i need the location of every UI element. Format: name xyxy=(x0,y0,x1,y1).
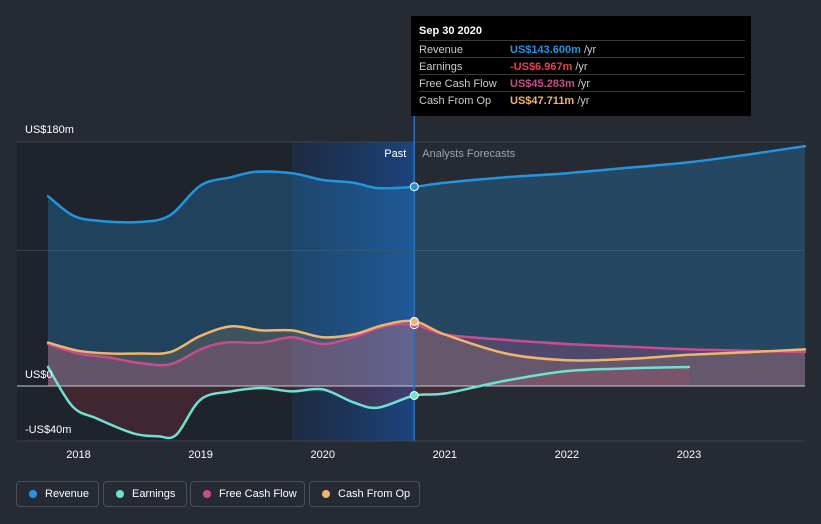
legend-item-free-cash-flow[interactable]: Free Cash Flow xyxy=(190,481,305,507)
tooltip-row-earnings: Earnings -US$6.967m/yr xyxy=(419,57,745,75)
x-tick-label: 2021 xyxy=(433,449,457,461)
legend-label: Revenue xyxy=(45,488,90,500)
legend-item-revenue[interactable]: Revenue xyxy=(16,481,99,507)
tooltip-date: Sep 30 2020 xyxy=(419,25,482,37)
legend-dot-icon xyxy=(116,490,124,498)
past-label: Past xyxy=(384,148,406,160)
area-earnings xyxy=(48,367,689,438)
series-line-revenue xyxy=(46,144,807,224)
legend-dot-icon xyxy=(203,490,211,498)
tooltip-value: US$47.711m/yr xyxy=(510,95,590,107)
legend-dot-icon xyxy=(29,490,37,498)
x-axis: 2018 2019 2020 2021 2022 2023 xyxy=(66,449,701,461)
tooltip-value: US$143.600m/yr xyxy=(510,44,597,56)
tooltip-row-cash-from-op: Cash From Op US$47.711m/yr xyxy=(419,91,745,109)
x-tick-label: 2023 xyxy=(677,449,701,461)
series-line-free-cash-flow xyxy=(46,322,807,367)
tooltip-row-revenue: Revenue US$143.600m/yr xyxy=(419,40,745,58)
tooltip-row-free-cash-flow: Free Cash Flow US$45.283m/yr xyxy=(419,74,745,92)
tooltip: Sep 30 2020 Revenue US$143.600m/yr Earni… xyxy=(411,16,751,116)
hover-markers xyxy=(409,182,419,400)
x-tick-label: 2022 xyxy=(555,449,579,461)
y-tick-label: US$180m xyxy=(25,124,74,136)
tooltip-value: -US$6.967m/yr xyxy=(510,61,588,73)
legend-label: Free Cash Flow xyxy=(219,488,297,500)
marker-earnings xyxy=(409,390,419,400)
marker-revenue xyxy=(409,182,419,192)
legend-item-cash-from-op[interactable]: Cash From Op xyxy=(309,481,420,507)
forecast-label: Analysts Forecasts xyxy=(422,148,515,160)
legend-item-earnings[interactable]: Earnings xyxy=(103,481,187,507)
hover-highlight-band xyxy=(292,142,415,441)
tooltip-value: US$45.283m/yr xyxy=(510,78,591,90)
legend-label: Cash From Op xyxy=(338,488,411,500)
tooltip-label: Revenue xyxy=(419,44,464,56)
x-tick-label: 2020 xyxy=(310,449,334,461)
y-tick-label: -US$40m xyxy=(25,424,71,436)
area-free-cash-flow xyxy=(48,324,805,386)
series-lines xyxy=(46,144,807,440)
legend-dot-icon xyxy=(322,490,330,498)
series-line-earnings xyxy=(46,365,691,440)
legend-label: Earnings xyxy=(132,488,176,500)
tooltip-label: Cash From Op xyxy=(419,95,492,107)
tooltip-label: Free Cash Flow xyxy=(419,78,497,90)
x-tick-label: 2019 xyxy=(188,449,212,461)
tooltip-label: Earnings xyxy=(419,61,463,73)
series-line-cash-from-op xyxy=(46,319,807,362)
y-tick-label: US$0 xyxy=(25,369,53,381)
x-tick-label: 2018 xyxy=(66,449,90,461)
marker-cash-from-op xyxy=(409,316,419,326)
